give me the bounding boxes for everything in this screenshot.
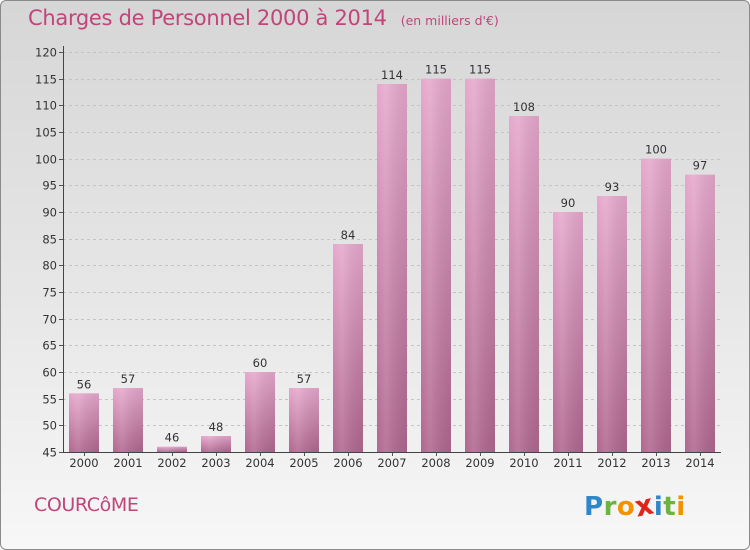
bar-shine [69,393,99,452]
x-tick-label: 2007 [377,456,406,470]
x-tick-label: 2014 [685,456,714,470]
bar-shine [597,196,627,452]
data-label: 84 [341,228,356,242]
commune-name: COURCôME [34,494,139,516]
logo-letter: o [616,492,636,522]
y-tick-label: 45 [42,446,57,460]
proxiti-logo[interactable]: Proxiti [584,487,686,523]
data-label: 46 [165,431,180,445]
y-tick-label: 95 [42,179,57,193]
bar-shine [553,212,583,452]
data-label: 100 [645,143,667,157]
bar-shine [465,78,495,453]
x-tick-label: 2001 [113,456,142,470]
x-tick-label: 2010 [509,456,538,470]
y-tick-label: 105 [35,126,57,140]
bar-shine [157,446,187,452]
x-tick-label: 2003 [201,456,230,470]
x-tick-label: 2013 [641,456,670,470]
bar-shine [509,116,539,452]
x-tick-label: 2011 [553,456,582,470]
chart-title: Charges de Personnel 2000 à 2014 [28,6,387,30]
bar-shine [685,174,715,452]
y-tick-label: 115 [35,73,57,87]
y-tick-label: 50 [42,419,57,433]
bar-shine [113,388,143,452]
y-tick-label: 70 [42,313,57,327]
data-label: 97 [693,159,708,173]
data-label: 56 [77,377,92,391]
data-label: 114 [381,68,403,82]
y-tick-label: 75 [42,286,57,300]
x-tick-label: 2012 [597,456,626,470]
title-row: Charges de Personnel 2000 à 2014 (en mill… [28,6,499,30]
data-label: 115 [425,63,447,77]
y-tick-label: 85 [42,233,57,247]
logo-letter: r [603,492,617,522]
x-tick-label: 2006 [333,456,362,470]
y-tick-label: 110 [35,99,57,113]
x-tick-label: 2000 [69,456,98,470]
chart-subtitle: (en milliers d'€) [400,13,499,28]
x-tick-label: 2004 [245,456,274,470]
logo-letter: i [653,492,664,522]
bar-shine [201,436,231,452]
data-label: 60 [253,356,268,370]
data-label: 90 [561,196,576,210]
logo-letter: t [663,492,677,522]
data-label: 93 [605,180,620,194]
data-label: 57 [121,372,136,386]
bar-shine [333,244,363,452]
y-tick-label: 60 [42,366,57,380]
data-label: 108 [513,100,535,114]
data-label: 115 [469,63,491,77]
logo-letter: P [584,492,604,522]
bar-shine [245,372,275,452]
y-tick-label: 90 [42,206,57,220]
bar-layer: 56 57 46 48 60 57 84 114 115 115 108 90 93 100 97 [69,63,715,453]
data-label: 57 [297,372,312,386]
y-tick-label: 80 [42,259,57,273]
bar-shine [641,158,671,452]
data-label: 48 [209,420,224,434]
y-tick-label: 55 [42,393,57,407]
bar-shine [289,388,319,452]
x-tick-label: 2002 [157,456,186,470]
axis-layer: 45 50 55 60 65 70 75 80 85 90 95 100 105 110 115 120 200… [35,46,721,470]
x-tick-label: 2008 [421,456,450,470]
x-tick-label: 2005 [289,456,318,470]
bar-shine [377,84,407,452]
logo-letter: i [676,492,686,522]
y-tick-label: 65 [42,339,57,353]
y-tick-label: 120 [35,46,57,60]
y-tick-label: 100 [35,153,57,167]
bar-shine [421,78,451,453]
x-tick-label: 2009 [465,456,494,470]
